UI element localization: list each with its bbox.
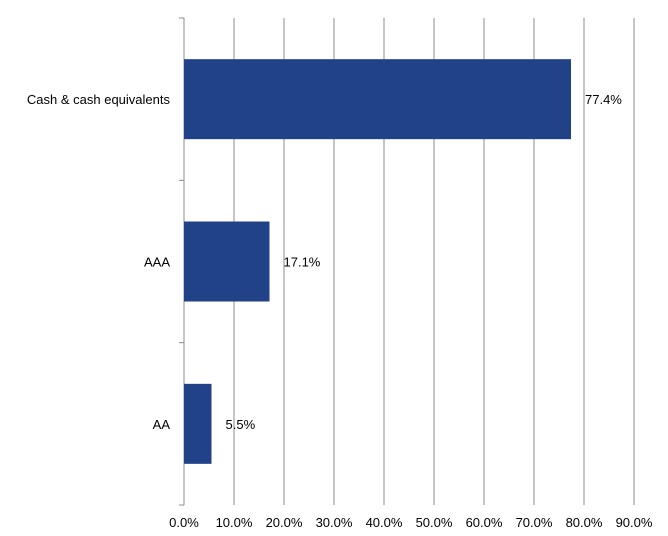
x-tick-label: 20.0%	[266, 515, 303, 530]
x-tick-label: 80.0%	[566, 515, 603, 530]
x-tick-label: 50.0%	[416, 515, 453, 530]
x-tick-label: 70.0%	[516, 515, 553, 530]
x-tick-label: 40.0%	[366, 515, 403, 530]
x-tick-label: 90.0%	[616, 515, 653, 530]
value-axis-tick-labels: 0.0% 10.0% 20.0% 30.0% 40.0% 50.0% 60.0% 70.0% 8…	[169, 515, 653, 530]
category-label: Cash & cash equivalents	[27, 92, 171, 107]
data-label: 77.4%	[585, 92, 622, 107]
x-tick-label: 60.0%	[466, 515, 503, 530]
category-axis-ticks	[179, 17, 184, 506]
data-labels: 77.4% 17.1% 5.5%	[226, 92, 623, 432]
x-tick-label: 30.0%	[316, 515, 353, 530]
x-tick-label: 10.0%	[216, 515, 253, 530]
category-label: AA	[153, 417, 171, 432]
bar	[184, 221, 270, 302]
bars	[184, 59, 571, 464]
category-label: AAA	[144, 255, 170, 270]
x-tick-label: 0.0%	[169, 515, 199, 530]
bar	[184, 383, 212, 464]
data-label: 5.5%	[226, 417, 256, 432]
bar	[184, 59, 571, 140]
data-label: 17.1%	[284, 255, 321, 270]
